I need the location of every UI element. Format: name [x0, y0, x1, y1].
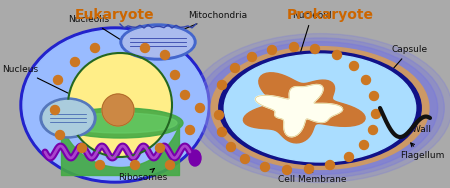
Ellipse shape: [196, 38, 444, 178]
Circle shape: [369, 92, 378, 101]
Circle shape: [369, 126, 378, 134]
Circle shape: [248, 52, 256, 61]
Circle shape: [372, 109, 381, 118]
Circle shape: [55, 130, 64, 139]
Circle shape: [215, 111, 224, 120]
Circle shape: [54, 76, 63, 84]
Circle shape: [217, 127, 226, 136]
Circle shape: [195, 104, 204, 112]
Ellipse shape: [40, 98, 96, 138]
Ellipse shape: [189, 150, 201, 166]
Circle shape: [140, 43, 149, 52]
Text: Nucleolis: Nucleolis: [68, 15, 137, 50]
Circle shape: [95, 161, 104, 170]
Ellipse shape: [57, 108, 183, 138]
Circle shape: [360, 140, 369, 149]
Circle shape: [345, 152, 354, 161]
Circle shape: [305, 164, 314, 174]
Text: Flagellum: Flagellum: [400, 143, 445, 160]
Circle shape: [267, 45, 276, 55]
Polygon shape: [243, 73, 365, 143]
Ellipse shape: [123, 27, 193, 57]
Circle shape: [171, 70, 180, 80]
Ellipse shape: [188, 34, 450, 182]
Text: Ribosomes: Ribosomes: [118, 168, 167, 182]
Text: Prokaryote: Prokaryote: [287, 8, 373, 22]
Circle shape: [71, 58, 80, 67]
Circle shape: [130, 161, 140, 170]
Circle shape: [333, 51, 342, 59]
Ellipse shape: [20, 27, 210, 183]
Circle shape: [90, 43, 99, 52]
Circle shape: [283, 165, 292, 174]
Circle shape: [289, 42, 298, 52]
Ellipse shape: [219, 51, 421, 165]
Ellipse shape: [224, 54, 416, 162]
Ellipse shape: [23, 30, 207, 180]
Circle shape: [50, 105, 59, 114]
Circle shape: [361, 76, 370, 84]
Ellipse shape: [43, 101, 93, 136]
Text: Nucleoid: Nucleoid: [292, 11, 332, 66]
Text: Cell Wall: Cell Wall: [379, 116, 431, 134]
Text: Mitochondria: Mitochondria: [166, 11, 247, 37]
Circle shape: [325, 161, 334, 170]
Circle shape: [261, 162, 270, 171]
Polygon shape: [255, 84, 342, 137]
Circle shape: [77, 143, 86, 152]
Circle shape: [230, 64, 239, 73]
Text: Eukaryote: Eukaryote: [75, 8, 155, 22]
Ellipse shape: [120, 24, 196, 60]
Circle shape: [102, 94, 134, 126]
Circle shape: [185, 126, 194, 134]
Circle shape: [217, 80, 226, 89]
Circle shape: [226, 143, 235, 152]
Circle shape: [310, 45, 320, 54]
Circle shape: [350, 61, 359, 70]
Text: Nucleus: Nucleus: [2, 65, 74, 96]
Circle shape: [161, 51, 170, 59]
Ellipse shape: [68, 53, 172, 157]
Circle shape: [240, 155, 249, 164]
Circle shape: [166, 161, 175, 170]
Text: Cell Membrane: Cell Membrane: [278, 169, 346, 184]
Circle shape: [180, 90, 189, 99]
Text: Capsule: Capsule: [387, 45, 428, 75]
Ellipse shape: [63, 113, 177, 133]
Ellipse shape: [202, 42, 438, 174]
Ellipse shape: [211, 47, 429, 169]
Circle shape: [156, 143, 165, 152]
